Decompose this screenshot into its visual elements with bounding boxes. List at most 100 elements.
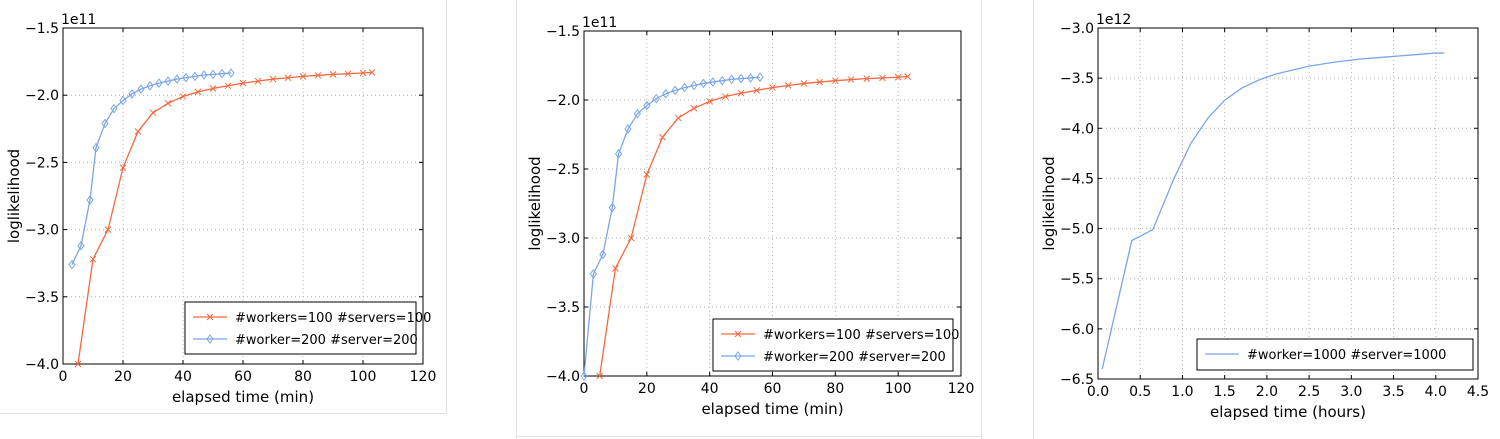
y-tick-label: −3.0 — [25, 223, 59, 239]
panel-separator-mid-right — [981, 0, 982, 439]
chart-panel-3: 0.0 0.5 1.0 1.5 2.0 2.5 3.0 3.5 4.0 4.5 −6.5 −6.0 −5… — [1034, 0, 1500, 439]
y-offset-label: 1e11 — [582, 15, 617, 31]
x-tick-label: 40 — [701, 381, 719, 397]
y-tick-label: −1.5 — [546, 24, 580, 40]
data-point-diamond-marker — [200, 70, 208, 80]
y-tick-label: −6.5 — [1060, 372, 1094, 388]
y-tick-label: −3.5 — [546, 300, 580, 316]
data-point-x-marker — [894, 73, 902, 81]
data-point-diamond-marker — [737, 73, 745, 84]
data-point-diamond-marker — [756, 72, 764, 83]
y-tick-label: −4.0 — [25, 357, 59, 373]
x-tick-label: 1.5 — [1214, 384, 1236, 400]
data-point-x-marker — [784, 82, 792, 89]
panel-separator-left-bottom — [0, 413, 447, 414]
x-tick-label: 2.5 — [1298, 384, 1320, 400]
legend-box — [1196, 338, 1474, 371]
y-axis-label: loglikelihood — [1040, 156, 1058, 250]
y-tick-label: −3.5 — [1060, 71, 1094, 87]
legend-label-1: #workers=100 #servers=100 — [235, 311, 431, 326]
data-point-x-marker — [706, 98, 714, 105]
legend-label-2: #worker=200 #server=200 — [763, 350, 946, 365]
data-point-x-marker — [89, 255, 97, 263]
x-tick-label: 80 — [826, 381, 844, 397]
data-point-x-marker — [299, 73, 307, 80]
data-point-x-marker — [831, 77, 839, 85]
y-tick-label: −5.0 — [1060, 222, 1094, 238]
data-point-diamond-marker — [624, 124, 632, 134]
data-point-diamond-marker — [643, 100, 651, 111]
data-point-diamond-marker — [173, 74, 181, 84]
data-point-diamond-marker — [191, 71, 199, 82]
data-point-x-marker — [659, 133, 666, 141]
data-point-x-marker — [74, 360, 82, 368]
data-point-diamond-marker — [218, 68, 226, 79]
data-point-x-marker — [847, 76, 855, 83]
x-tick-label: 4.0 — [1425, 384, 1447, 400]
chart-panel-1: 0 20 40 60 80 100 120 −4.0 −3.5 −3.0 −2.5 −2.0 −1.5 1… — [0, 0, 446, 413]
data-point-diamond-marker — [77, 240, 85, 251]
data-point-diamond-marker — [671, 85, 679, 96]
data-point-x-marker — [863, 75, 871, 82]
data-point-x-marker — [329, 71, 337, 78]
data-point-diamond-marker — [128, 89, 136, 99]
data-point-x-marker — [149, 109, 157, 117]
y-tick-label: −1.5 — [25, 21, 59, 37]
x-tick-label: 60 — [234, 369, 252, 385]
legend-box — [712, 318, 954, 372]
plot-frame — [1097, 27, 1479, 380]
data-point-x-marker — [224, 82, 232, 90]
data-point-diamond-marker — [690, 80, 698, 91]
data-point-x-marker — [194, 88, 202, 96]
y-tick-label: −2.0 — [546, 93, 580, 109]
data-point-x-marker — [254, 77, 262, 85]
data-point-diamond-marker — [227, 68, 235, 78]
data-point-x-marker — [284, 74, 292, 82]
data-point-diamond-marker — [155, 78, 163, 88]
data-point-x-marker — [737, 89, 745, 97]
x-tick-label: 120 — [410, 369, 437, 385]
data-point-diamond-marker — [699, 78, 708, 89]
x-tick-label: 60 — [764, 381, 782, 397]
chart-svg-3: 0.0 0.5 1.0 1.5 2.0 2.5 3.0 3.5 4.0 4.5 −6.5 −6.0 −5… — [1040, 12, 1489, 421]
x-tick-label: 0.0 — [1087, 384, 1109, 400]
chart-panel-2: 0 20 40 60 80 100 120 −4.0 −3.5 −3.0 −2.5 −2.0 −1.5 1… — [517, 0, 981, 436]
data-point-diamond-marker — [209, 69, 217, 80]
y-tick-label: −4.0 — [1060, 121, 1094, 137]
x-tick-label: 100 — [885, 381, 912, 397]
y-tick-label: −2.0 — [25, 88, 59, 104]
data-point-diamond-marker — [86, 195, 94, 205]
legend-label-1: #worker=1000 #server=1000 — [1247, 348, 1446, 363]
data-point-diamond-marker — [680, 82, 689, 93]
legend-marker — [734, 330, 742, 338]
data-point-diamond-marker — [728, 74, 736, 85]
x-axis-label: elapsed time (min) — [172, 388, 314, 406]
legend-marker — [734, 351, 742, 361]
data-point-x-marker — [134, 128, 142, 135]
data-point-x-marker — [104, 226, 112, 233]
y-tick-label: −2.5 — [25, 155, 59, 171]
data-point-diamond-marker — [92, 142, 100, 153]
data-point-diamond-marker — [110, 103, 118, 114]
data-point-diamond-marker — [652, 93, 660, 104]
x-tick-label: 4.5 — [1467, 384, 1489, 400]
x-tick-label: 20 — [638, 381, 656, 397]
data-point-diamond-marker — [709, 77, 717, 87]
data-point-diamond-marker — [589, 269, 598, 279]
x-tick-label: 1.0 — [1171, 384, 1193, 400]
x-tick-label: 40 — [174, 369, 192, 385]
data-point-x-marker — [359, 69, 367, 77]
x-tick-label: 3.5 — [1382, 384, 1404, 400]
data-point-diamond-marker — [119, 95, 127, 106]
data-point-x-marker — [314, 71, 322, 79]
data-point-diamond-marker — [164, 76, 172, 86]
x-tick-label: 0.5 — [1129, 384, 1151, 400]
y-tick-label: −5.5 — [1060, 272, 1094, 288]
data-point-x-marker — [800, 80, 808, 87]
data-point-x-marker — [596, 372, 604, 380]
legend-label-2: #worker=200 #server=200 — [235, 333, 418, 348]
data-point-x-marker — [269, 75, 277, 83]
legend-box — [184, 301, 417, 355]
x-tick-label: 120 — [948, 381, 975, 397]
y-tick-label: −3.0 — [1060, 21, 1094, 37]
